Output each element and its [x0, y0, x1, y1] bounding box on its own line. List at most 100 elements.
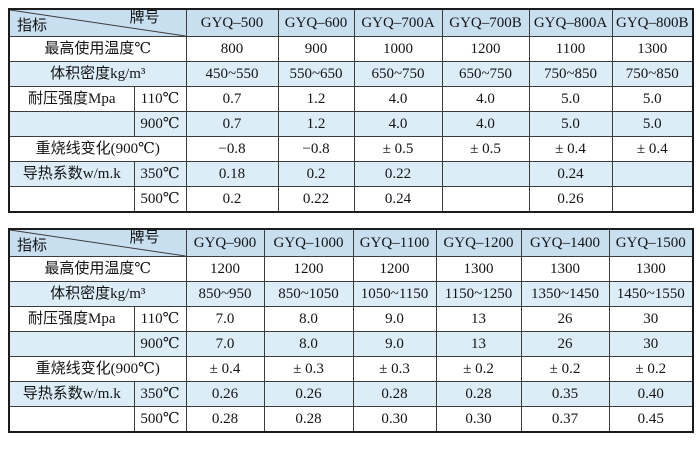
value-cell: 26: [520, 331, 610, 357]
value-cell: 1450~1550: [608, 281, 694, 307]
value-cell: 8.0: [263, 306, 354, 332]
row-label: 体积密度kg/m³: [8, 281, 187, 307]
value-cell: ± 0.4: [528, 136, 613, 162]
value-cell: 1350~1450: [520, 281, 610, 307]
table-row: 体积密度kg/m³ 450~550 550~650 650~750 650~750 750…: [8, 61, 694, 87]
value-cell: 5.0: [611, 86, 694, 112]
value-cell: 850~1050: [263, 281, 354, 307]
value-cell: ± 0.3: [263, 356, 354, 382]
table-row: 500℃ 0.28 0.28 0.30 0.30 0.37 0.45: [8, 406, 694, 433]
value-cell: 7.0: [185, 306, 265, 332]
value-cell: 1.2: [277, 86, 355, 112]
value-cell: 0.30: [435, 406, 522, 433]
row-sub-label: 110℃: [133, 86, 187, 112]
value-cell: [441, 161, 530, 187]
value-cell: 0.22: [277, 186, 355, 213]
row-label: 重烧线变化(900℃): [8, 356, 187, 382]
row-sub-label: 350℃: [133, 381, 187, 407]
table-row: 体积密度kg/m³ 850~950 850~1050 1050~1150 1150~12…: [8, 281, 694, 307]
row-label: 导热系数w/m.k: [8, 381, 135, 407]
corner-diagonal-cell: 指标 牌号: [8, 228, 187, 257]
value-cell: 0.35: [520, 381, 610, 407]
value-cell: 30: [608, 306, 694, 332]
value-cell: 9.0: [352, 306, 437, 332]
row-label: 重烧线变化(900℃): [8, 136, 187, 162]
value-cell: [611, 161, 694, 187]
column-header: GYQ–1000: [263, 228, 354, 257]
value-cell: 0.18: [185, 161, 279, 187]
value-cell: 1300: [520, 256, 610, 282]
table-row: 500℃ 0.2 0.22 0.24 0.26: [8, 186, 694, 213]
value-cell: ± 0.2: [608, 356, 694, 382]
column-header: GYQ–1500: [608, 228, 694, 257]
row-sub-label: 500℃: [133, 186, 187, 213]
value-cell: 8.0: [263, 331, 354, 357]
value-cell: 5.0: [611, 111, 694, 137]
value-cell: 750~850: [611, 61, 694, 87]
diagonal-line: [10, 230, 185, 256]
value-cell: 1.2: [277, 111, 355, 137]
value-cell: 0.28: [185, 406, 265, 433]
value-cell: 4.0: [441, 86, 530, 112]
value-cell: ± 0.3: [352, 356, 437, 382]
row-label: 耐压强度Mpa: [8, 86, 135, 112]
row-label: 最高使用温度℃: [8, 256, 187, 282]
column-header: GYQ–800B: [611, 8, 694, 37]
corner-label-indicator: 指标: [17, 238, 48, 254]
value-cell: 0.7: [185, 86, 279, 112]
value-cell: 0.28: [352, 381, 437, 407]
column-header: GYQ–700B: [441, 8, 530, 37]
corner-label-grade: 牌号: [129, 230, 160, 246]
value-cell: 0.26: [528, 186, 613, 213]
row-sub-label: 900℃: [133, 331, 187, 357]
value-cell: ± 0.5: [441, 136, 530, 162]
value-cell: 5.0: [528, 111, 613, 137]
row-label: [8, 406, 135, 433]
value-cell: ± 0.2: [520, 356, 610, 382]
value-cell: ± 0.4: [611, 136, 694, 162]
column-header: GYQ–600: [277, 8, 355, 37]
table-row: 重烧线变化(900℃) −0.8 −0.8 ± 0.5 ± 0.5 ± 0.4 ± 0.4: [8, 136, 694, 162]
value-cell: 0.45: [608, 406, 694, 433]
value-cell: [441, 186, 530, 213]
value-cell: 800: [185, 36, 279, 62]
value-cell: 13: [435, 331, 522, 357]
row-sub-label: 500℃: [133, 406, 187, 433]
value-cell: 4.0: [353, 86, 443, 112]
column-header: GYQ–1200: [435, 228, 522, 257]
spec-table-gyq-900-1500: 指标 牌号 GYQ–900 GYQ–1000 GYQ–1100 GYQ–1200 GYQ–1…: [8, 228, 694, 433]
value-cell: 450~550: [185, 61, 279, 87]
header-row: 指标 牌号 GYQ–900 GYQ–1000 GYQ–1100 GYQ–1200 GYQ–1…: [8, 228, 694, 257]
value-cell: 1200: [185, 256, 265, 282]
value-cell: [611, 186, 694, 213]
value-cell: 1000: [353, 36, 443, 62]
column-header: GYQ–1400: [520, 228, 610, 257]
value-cell: 650~750: [441, 61, 530, 87]
diagonal-line: [10, 10, 185, 36]
value-cell: 0.28: [263, 406, 354, 433]
row-label: [8, 111, 135, 137]
value-cell: 0.30: [352, 406, 437, 433]
value-cell: 4.0: [353, 111, 443, 137]
corner-diagonal-cell: 指标 牌号: [8, 8, 187, 37]
value-cell: 1150~1250: [435, 281, 522, 307]
table-row: 耐压强度Mpa 110℃ 7.0 8.0 9.0 13 26 30: [8, 306, 694, 332]
value-cell: 30: [608, 331, 694, 357]
value-cell: 0.37: [520, 406, 610, 433]
column-header: GYQ–800A: [528, 8, 613, 37]
value-cell: 9.0: [352, 331, 437, 357]
value-cell: −0.8: [185, 136, 279, 162]
value-cell: 550~650: [277, 61, 355, 87]
column-header: GYQ–900: [185, 228, 265, 257]
value-cell: 0.24: [353, 186, 443, 213]
value-cell: 0.2: [277, 161, 355, 187]
value-cell: ± 0.5: [353, 136, 443, 162]
table-row: 900℃ 7.0 8.0 9.0 13 26 30: [8, 331, 694, 357]
value-cell: 7.0: [185, 331, 265, 357]
value-cell: 0.24: [528, 161, 613, 187]
table-row: 最高使用温度℃ 800 900 1000 1200 1100 1300: [8, 36, 694, 62]
table-row: 最高使用温度℃ 1200 1200 1200 1300 1300 1300: [8, 256, 694, 282]
row-label: 体积密度kg/m³: [8, 61, 187, 87]
value-cell: 0.28: [435, 381, 522, 407]
